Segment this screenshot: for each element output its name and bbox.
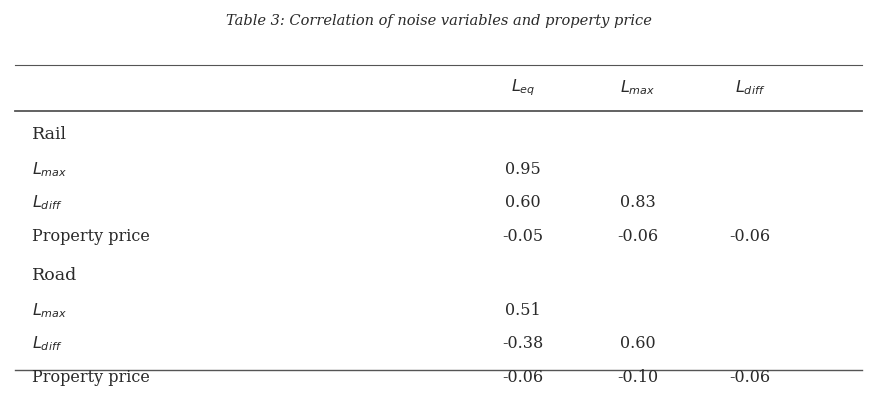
Text: $L_{diff}$: $L_{diff}$ (32, 193, 62, 211)
Text: -0.10: -0.10 (617, 368, 658, 384)
Text: -0.06: -0.06 (617, 227, 658, 244)
Text: Table 3: Correlation of noise variables and property price: Table 3: Correlation of noise variables … (225, 14, 652, 28)
Text: Property price: Property price (32, 227, 150, 244)
Text: 0.95: 0.95 (505, 161, 541, 178)
Text: 0.60: 0.60 (620, 335, 655, 351)
Text: $L_{eq}$: $L_{eq}$ (511, 77, 536, 98)
Text: -0.06: -0.06 (730, 368, 771, 384)
Text: 0.83: 0.83 (620, 194, 655, 211)
Text: Road: Road (32, 266, 77, 283)
Text: $L_{diff}$: $L_{diff}$ (735, 78, 766, 97)
Text: $L_{diff}$: $L_{diff}$ (32, 333, 62, 352)
Text: Rail: Rail (32, 126, 67, 143)
Text: $L_{max}$: $L_{max}$ (620, 78, 655, 97)
Text: -0.06: -0.06 (730, 227, 771, 244)
Text: -0.38: -0.38 (503, 335, 544, 351)
Text: $L_{max}$: $L_{max}$ (32, 300, 68, 319)
Text: 0.60: 0.60 (505, 194, 541, 211)
Text: 0.51: 0.51 (505, 301, 541, 318)
Text: Property price: Property price (32, 368, 150, 384)
Text: $L_{max}$: $L_{max}$ (32, 160, 68, 178)
Text: -0.05: -0.05 (503, 227, 544, 244)
Text: -0.06: -0.06 (503, 368, 544, 384)
